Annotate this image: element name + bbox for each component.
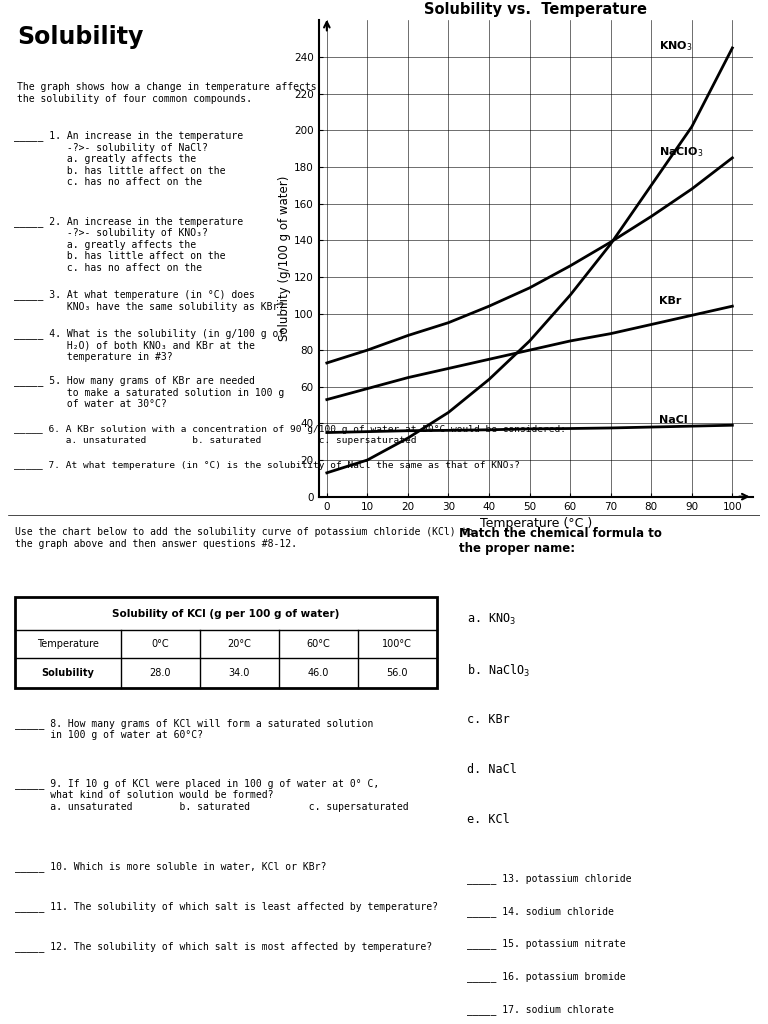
X-axis label: Temperature (°C ): Temperature (°C ): [479, 517, 592, 530]
Text: _____ 3. At what temperature (in °C) does
         KNO₃ have the same solubility: _____ 3. At what temperature (in °C) doe…: [14, 290, 284, 312]
Text: 60°C: 60°C: [306, 639, 330, 649]
Text: Temperature: Temperature: [37, 639, 99, 649]
Text: _____ 14. sodium chloride: _____ 14. sodium chloride: [467, 906, 614, 916]
Text: _____ 13. potassium chloride: _____ 13. potassium chloride: [467, 873, 631, 884]
Text: Use the chart below to add the solubility curve of potassium chloride (KCl) to
t: Use the chart below to add the solubilit…: [15, 527, 473, 549]
Text: The graph shows how a change in temperature affects
the solubility of four commo: The graph shows how a change in temperat…: [17, 82, 316, 104]
Text: KNO$_3$: KNO$_3$: [660, 39, 693, 52]
Text: 56.0: 56.0: [386, 668, 408, 678]
Text: _____ 10. Which is more soluble in water, KCl or KBr?: _____ 10. Which is more soluble in water…: [15, 861, 326, 871]
Text: _____ 17. sodium chlorate: _____ 17. sodium chlorate: [467, 1004, 614, 1015]
Text: Solubility: Solubility: [41, 668, 94, 678]
Text: _____ 2. An increase in the temperature
         -?>- solubility of KNO₃?
      : _____ 2. An increase in the temperature …: [14, 216, 243, 273]
Text: 100°C: 100°C: [382, 639, 412, 649]
Y-axis label: Solubility (g/100 g of water): Solubility (g/100 g of water): [278, 176, 291, 341]
Text: b. NaClO$_3$: b. NaClO$_3$: [467, 663, 530, 679]
Text: e. KCl: e. KCl: [467, 813, 509, 826]
Text: _____ 7. At what temperature (in °C) is the solubility of NaCl the same as that : _____ 7. At what temperature (in °C) is …: [14, 461, 520, 470]
Text: _____ 8. How many grams of KCl will form a saturated solution
      in 100 g of : _____ 8. How many grams of KCl will form…: [15, 718, 373, 740]
Text: d. NaCl: d. NaCl: [467, 763, 517, 776]
Text: _____ 1. An increase in the temperature
         -?>- solubility of NaCl?
      : _____ 1. An increase in the temperature …: [14, 130, 243, 187]
Text: 20°C: 20°C: [227, 639, 251, 649]
Title: Solubility vs.  Temperature: Solubility vs. Temperature: [424, 1, 647, 16]
Text: _____ 6. A KBr solution with a concentration of 90 g/100 g of water at 50°C woul: _____ 6. A KBr solution with a concentra…: [14, 425, 566, 444]
Text: _____ 5. How many grams of KBr are needed
         to make a saturated solution : _____ 5. How many grams of KBr are neede…: [14, 375, 284, 410]
FancyBboxPatch shape: [15, 597, 437, 688]
Text: 34.0: 34.0: [228, 668, 250, 678]
Text: c. KBr: c. KBr: [467, 713, 509, 726]
Text: _____ 16. potassium bromide: _____ 16. potassium bromide: [467, 971, 625, 982]
Text: _____ 9. If 10 g of KCl were placed in 100 g of water at 0° C,
      what kind o: _____ 9. If 10 g of KCl were placed in 1…: [15, 778, 409, 812]
Text: 28.0: 28.0: [149, 668, 170, 678]
Text: a. KNO$_3$: a. KNO$_3$: [467, 612, 516, 628]
Text: Solubility: Solubility: [17, 26, 144, 49]
Text: _____ 11. The solubility of which salt is least affected by temperature?: _____ 11. The solubility of which salt i…: [15, 901, 439, 911]
Text: _____ 12. The solubility of which salt is most affected by temperature?: _____ 12. The solubility of which salt i…: [15, 941, 432, 952]
Text: _____ 15. potassium nitrate: _____ 15. potassium nitrate: [467, 938, 625, 949]
Text: NaCl: NaCl: [660, 415, 688, 425]
Text: Solubility of KCl (g per 100 g of water): Solubility of KCl (g per 100 g of water): [112, 608, 339, 618]
Text: 0°C: 0°C: [151, 639, 169, 649]
Text: 46.0: 46.0: [307, 668, 329, 678]
Text: NaClO$_3$: NaClO$_3$: [660, 145, 704, 160]
Text: KBr: KBr: [660, 296, 682, 306]
Text: Match the chemical formula to
the proper name:: Match the chemical formula to the proper…: [459, 527, 662, 555]
Text: _____ 4. What is the solubility (in g/100 g of
         H₂O) of both KNO₃ and KB: _____ 4. What is the solubility (in g/10…: [14, 328, 284, 361]
